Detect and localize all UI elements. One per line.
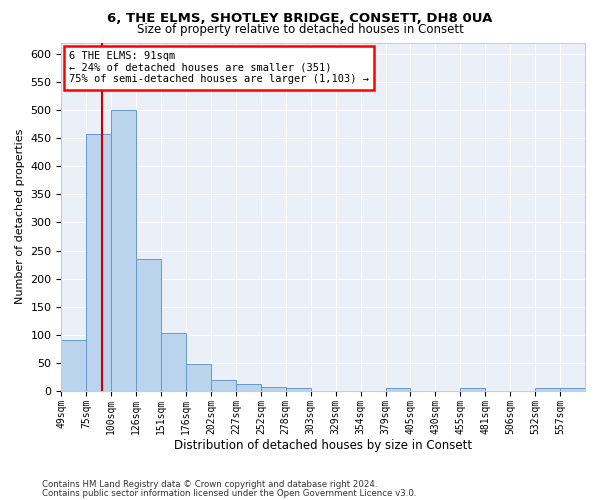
Bar xyxy=(186,364,211,391)
Bar xyxy=(161,333,186,391)
Bar xyxy=(86,134,111,391)
Text: 6, THE ELMS, SHOTLEY BRIDGE, CONSETT, DH8 0UA: 6, THE ELMS, SHOTLEY BRIDGE, CONSETT, DH… xyxy=(107,12,493,26)
Bar xyxy=(136,259,161,391)
Text: Contains HM Land Registry data © Crown copyright and database right 2024.: Contains HM Land Registry data © Crown c… xyxy=(42,480,377,489)
Bar xyxy=(286,388,311,391)
Bar xyxy=(211,380,236,391)
Y-axis label: Number of detached properties: Number of detached properties xyxy=(15,129,25,304)
Bar xyxy=(61,340,86,391)
Bar xyxy=(111,110,136,391)
Text: Contains public sector information licensed under the Open Government Licence v3: Contains public sector information licen… xyxy=(42,490,416,498)
X-axis label: Distribution of detached houses by size in Consett: Distribution of detached houses by size … xyxy=(174,440,472,452)
Bar xyxy=(386,388,410,391)
Bar xyxy=(460,388,485,391)
Bar xyxy=(535,388,560,391)
Text: 6 THE ELMS: 91sqm
← 24% of detached houses are smaller (351)
75% of semi-detache: 6 THE ELMS: 91sqm ← 24% of detached hous… xyxy=(69,51,369,84)
Text: Size of property relative to detached houses in Consett: Size of property relative to detached ho… xyxy=(137,22,463,36)
Bar xyxy=(560,388,585,391)
Bar xyxy=(236,384,261,391)
Bar xyxy=(261,386,286,391)
